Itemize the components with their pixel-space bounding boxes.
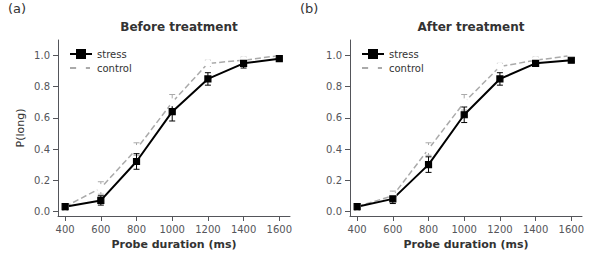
svg-text:0.4: 0.4 — [34, 144, 50, 155]
svg-text:600: 600 — [383, 224, 402, 235]
svg-text:stress: stress — [389, 49, 419, 60]
svg-text:0.2: 0.2 — [326, 175, 342, 186]
svg-text:400: 400 — [56, 224, 75, 235]
svg-text:800: 800 — [419, 224, 438, 235]
svg-text:0.0: 0.0 — [326, 206, 342, 217]
svg-text:0.6: 0.6 — [34, 112, 50, 123]
svg-text:P(long): P(long) — [14, 109, 27, 148]
svg-text:0.4: 0.4 — [326, 144, 342, 155]
svg-text:1200: 1200 — [487, 224, 512, 235]
svg-text:(b): (b) — [300, 1, 318, 16]
svg-text:0.6: 0.6 — [326, 112, 342, 123]
svg-text:400: 400 — [348, 224, 367, 235]
svg-text:control: control — [97, 63, 132, 74]
svg-text:0.8: 0.8 — [34, 81, 50, 92]
svg-text:(a): (a) — [8, 1, 26, 16]
svg-text:1600: 1600 — [267, 224, 292, 235]
svg-text:1400: 1400 — [523, 224, 548, 235]
svg-text:1200: 1200 — [195, 224, 220, 235]
svg-text:1.0: 1.0 — [326, 50, 342, 61]
svg-text:stress: stress — [97, 49, 127, 60]
svg-text:1400: 1400 — [231, 224, 256, 235]
svg-text:1600: 1600 — [559, 224, 584, 235]
svg-text:1000: 1000 — [451, 224, 476, 235]
svg-text:600: 600 — [91, 224, 110, 235]
svg-text:1.0: 1.0 — [34, 50, 50, 61]
svg-text:0.2: 0.2 — [34, 175, 50, 186]
svg-text:Probe duration (ms): Probe duration (ms) — [111, 238, 236, 251]
svg-text:After treatment: After treatment — [417, 20, 524, 34]
svg-text:Before treatment: Before treatment — [120, 20, 238, 34]
svg-text:0.8: 0.8 — [326, 81, 342, 92]
svg-text:800: 800 — [127, 224, 146, 235]
svg-text:1000: 1000 — [159, 224, 184, 235]
svg-text:0.0: 0.0 — [34, 206, 50, 217]
svg-text:control: control — [389, 63, 424, 74]
svg-text:Probe duration (ms): Probe duration (ms) — [403, 238, 528, 251]
